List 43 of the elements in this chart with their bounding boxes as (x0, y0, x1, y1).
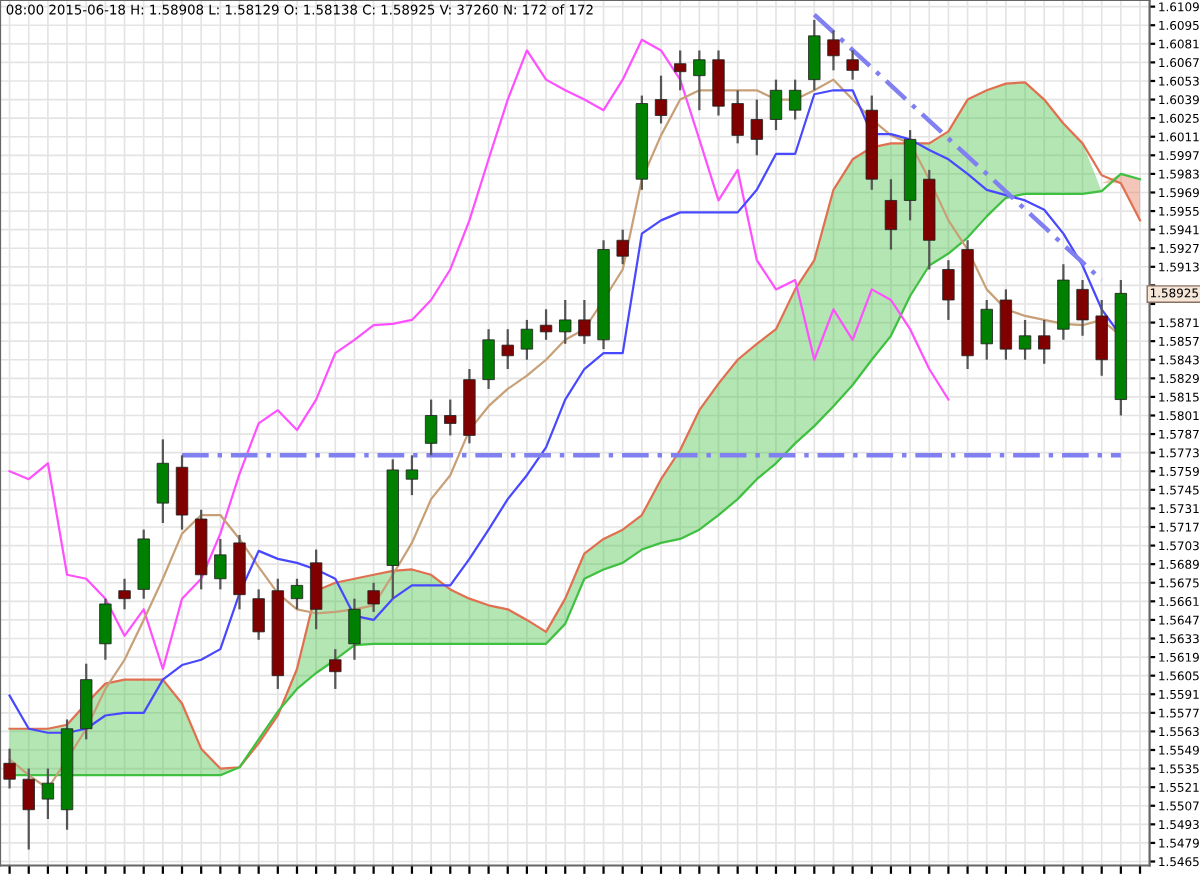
candlestick (424, 398, 438, 457)
candlestick (118, 577, 131, 611)
candlestick (214, 537, 227, 591)
candlestick (712, 49, 725, 117)
candlestick (539, 308, 553, 341)
candlestick (348, 597, 361, 661)
candlestick (827, 29, 840, 72)
candlestick (1038, 318, 1051, 365)
candlestick (367, 581, 380, 614)
candlestick (520, 318, 534, 361)
candlestick (156, 438, 170, 525)
candlestick (980, 298, 993, 361)
candlestick (405, 454, 419, 497)
candlestick (884, 178, 898, 251)
candlestick (1076, 278, 1089, 337)
candlestick (846, 49, 859, 81)
candlestick (501, 328, 514, 371)
candlestick (329, 648, 342, 691)
candlestick (942, 259, 955, 322)
candlestick (309, 548, 323, 631)
candlestick (175, 454, 189, 531)
candlestick (99, 597, 112, 661)
candlestick (41, 767, 55, 821)
candlestick (788, 78, 802, 121)
candlestick (559, 298, 572, 345)
candlestick (616, 228, 629, 266)
candlestick (444, 398, 457, 437)
line-series (8, 38, 950, 671)
candlestick (693, 49, 706, 112)
candlestick (22, 767, 35, 851)
candlestick (578, 298, 591, 345)
candlestick (1018, 318, 1032, 361)
candlestick (252, 588, 265, 641)
candlestick (769, 78, 783, 132)
candlestick (482, 328, 495, 391)
candlestick (3, 747, 16, 790)
candlestick (731, 89, 744, 145)
candlestick (750, 98, 763, 157)
candlestick (290, 577, 304, 611)
candlestick (654, 74, 668, 125)
candlestick (1095, 298, 1108, 377)
candlestick (808, 18, 821, 92)
candlestick (674, 49, 687, 92)
